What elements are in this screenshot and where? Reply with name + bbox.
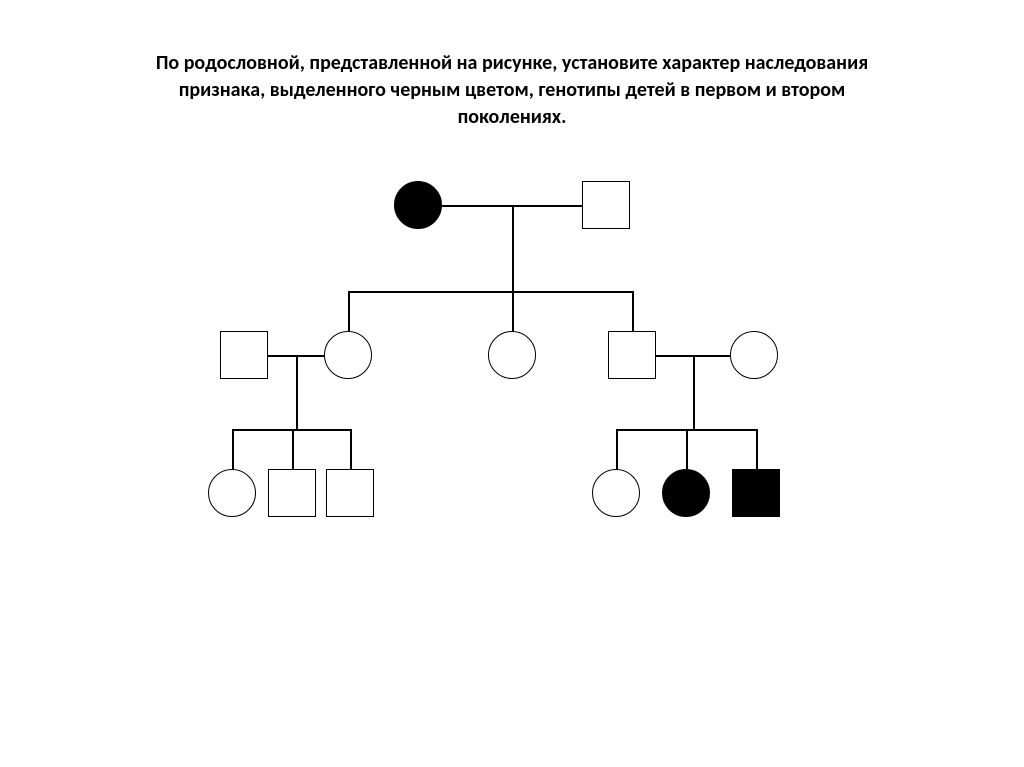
female-unaffected-symbol xyxy=(324,331,372,379)
title-line-1: По родословной, представленной на рисунк… xyxy=(50,50,974,77)
connector-line xyxy=(292,429,294,469)
connector-line xyxy=(616,429,618,469)
connector-line xyxy=(296,355,298,429)
male-unaffected-symbol xyxy=(220,331,268,379)
connector-line xyxy=(512,291,514,331)
female-unaffected-symbol xyxy=(592,469,640,517)
male-unaffected-symbol xyxy=(608,331,656,379)
connector-line xyxy=(632,291,634,331)
connector-line xyxy=(693,355,695,429)
connector-line xyxy=(348,291,350,331)
female-unaffected-symbol xyxy=(488,331,536,379)
page-title: По родословной, представленной на рисунк… xyxy=(0,0,1024,131)
female-affected-symbol xyxy=(394,181,442,229)
connector-line xyxy=(232,429,234,469)
female-unaffected-symbol xyxy=(208,469,256,517)
female-affected-symbol xyxy=(662,469,710,517)
connector-line xyxy=(756,429,758,469)
connector-line xyxy=(232,429,350,431)
connector-line xyxy=(512,205,514,291)
male-unaffected-symbol xyxy=(582,181,630,229)
title-line-3: поколениях. xyxy=(50,104,974,131)
male-unaffected-symbol xyxy=(326,469,374,517)
connector-line xyxy=(348,291,632,293)
male-unaffected-symbol xyxy=(268,469,316,517)
male-affected-symbol xyxy=(732,469,780,517)
female-unaffected-symbol xyxy=(730,331,778,379)
connector-line xyxy=(350,429,352,469)
title-line-2: признака, выделенного черным цветом, ген… xyxy=(50,77,974,104)
pedigree-diagram xyxy=(0,131,1024,691)
connector-line xyxy=(686,429,688,469)
